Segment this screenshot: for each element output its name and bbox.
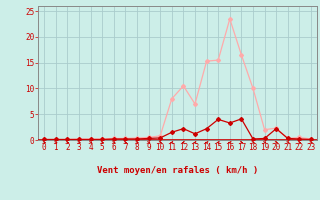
X-axis label: Vent moyen/en rafales ( km/h ): Vent moyen/en rafales ( km/h )	[97, 166, 258, 175]
